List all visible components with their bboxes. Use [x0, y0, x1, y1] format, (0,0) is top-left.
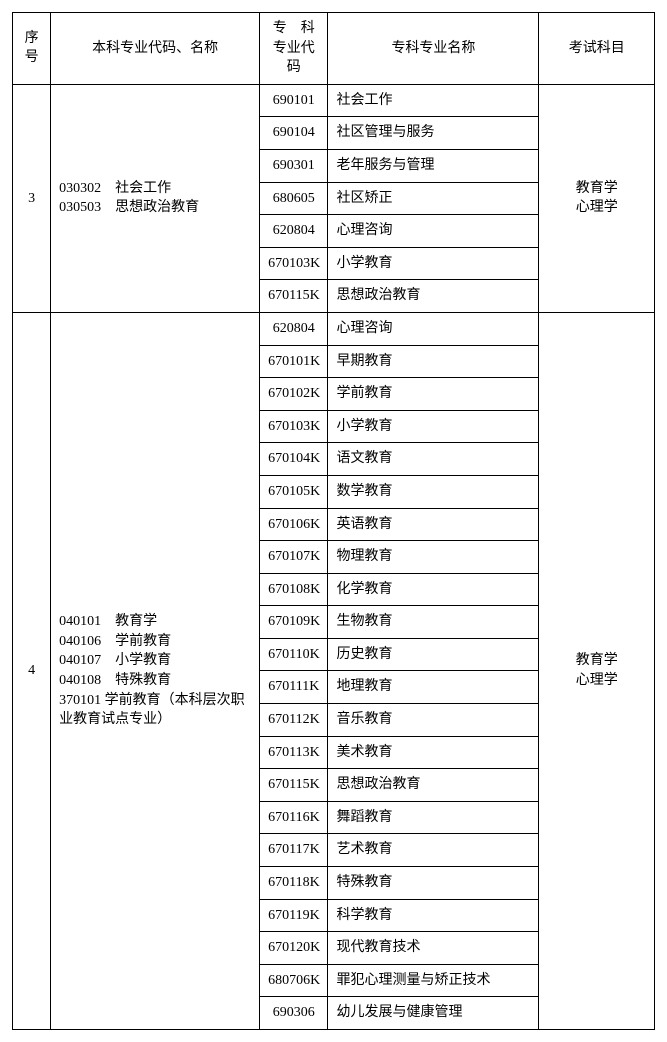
zk-name-cell: 现代教育技术: [328, 932, 539, 965]
zk-name-cell: 英语教育: [328, 508, 539, 541]
col-seq: 序号: [13, 13, 51, 85]
zk-name-cell: 社区管理与服务: [328, 117, 539, 150]
zk-name-cell: 早期教育: [328, 345, 539, 378]
zk-name-cell: 小学教育: [328, 410, 539, 443]
zk-name-cell: 化学教育: [328, 573, 539, 606]
zk-name-cell: 语文教育: [328, 443, 539, 476]
table-header: 序号 本科专业代码、名称 专 科 专业代码 专科专业名称 考试科目: [13, 13, 655, 85]
zk-code-cell: 680706K: [260, 964, 328, 997]
zk-name-cell: 思想政治教育: [328, 280, 539, 313]
zk-code-cell: 670116K: [260, 801, 328, 834]
seq-cell: 4: [13, 312, 51, 1029]
zk-name-cell: 音乐教育: [328, 704, 539, 737]
zk-name-cell: 社会工作: [328, 84, 539, 117]
zk-name-cell: 物理教育: [328, 541, 539, 574]
col-bk: 本科专业代码、名称: [51, 13, 260, 85]
bk-line: 040101 教育学: [59, 612, 251, 632]
zk-name-cell: 小学教育: [328, 247, 539, 280]
bk-cell: 030302 社会工作030503 思想政治教育: [51, 84, 260, 312]
zk-name-cell: 学前教育: [328, 378, 539, 411]
zk-name-cell: 心理咨询: [328, 215, 539, 248]
zk-name-cell: 科学教育: [328, 899, 539, 932]
zk-code-cell: 670117K: [260, 834, 328, 867]
bk-line: 030503 思想政治教育: [59, 198, 251, 218]
zk-code-cell: 620804: [260, 312, 328, 345]
col-exam: 考试科目: [539, 13, 655, 85]
zk-code-cell: 670119K: [260, 899, 328, 932]
zk-name-cell: 社区矫正: [328, 182, 539, 215]
zk-name-cell: 特殊教育: [328, 867, 539, 900]
zk-code-cell: 670106K: [260, 508, 328, 541]
zk-name-cell: 美术教育: [328, 736, 539, 769]
zk-code-cell: 620804: [260, 215, 328, 248]
zk-code-cell: 690104: [260, 117, 328, 150]
zk-code-cell: 670113K: [260, 736, 328, 769]
zk-code-cell: 690101: [260, 84, 328, 117]
zk-name-cell: 罪犯心理测量与矫正技术: [328, 964, 539, 997]
bk-line: 040106 学前教育: [59, 632, 251, 652]
zk-name-cell: 生物教育: [328, 606, 539, 639]
table-body: 3030302 社会工作030503 思想政治教育690101社会工作教育学 心…: [13, 84, 655, 1029]
col-zk-code: 专 科 专业代码: [260, 13, 328, 85]
zk-name-cell: 心理咨询: [328, 312, 539, 345]
zk-code-cell: 670104K: [260, 443, 328, 476]
zk-name-cell: 艺术教育: [328, 834, 539, 867]
zk-code-cell: 670118K: [260, 867, 328, 900]
zk-code-cell: 670103K: [260, 247, 328, 280]
zk-name-cell: 思想政治教育: [328, 769, 539, 802]
bk-line: 030302 社会工作: [59, 179, 251, 199]
zk-name-cell: 历史教育: [328, 638, 539, 671]
zk-code-cell: 670115K: [260, 769, 328, 802]
table-row: 3030302 社会工作030503 思想政治教育690101社会工作教育学 心…: [13, 84, 655, 117]
bk-line: 040107 小学教育: [59, 651, 251, 671]
zk-code-cell: 670112K: [260, 704, 328, 737]
zk-name-cell: 老年服务与管理: [328, 149, 539, 182]
zk-code-cell: 670101K: [260, 345, 328, 378]
zk-code-cell: 670108K: [260, 573, 328, 606]
zk-code-cell: 680605: [260, 182, 328, 215]
bk-cell: 040101 教育学040106 学前教育040107 小学教育040108 特…: [51, 312, 260, 1029]
zk-code-cell: 670111K: [260, 671, 328, 704]
zk-code-cell: 690306: [260, 997, 328, 1030]
zk-name-cell: 地理教育: [328, 671, 539, 704]
seq-cell: 3: [13, 84, 51, 312]
zk-code-cell: 670110K: [260, 638, 328, 671]
zk-name-cell: 数学教育: [328, 475, 539, 508]
zk-code-cell: 670105K: [260, 475, 328, 508]
table-row: 4040101 教育学040106 学前教育040107 小学教育040108 …: [13, 312, 655, 345]
majors-table: 序号 本科专业代码、名称 专 科 专业代码 专科专业名称 考试科目 303030…: [12, 12, 655, 1030]
zk-code-cell: 670103K: [260, 410, 328, 443]
exam-cell: 教育学 心理学: [539, 312, 655, 1029]
zk-name-cell: 幼儿发展与健康管理: [328, 997, 539, 1030]
zk-name-cell: 舞蹈教育: [328, 801, 539, 834]
zk-code-cell: 690301: [260, 149, 328, 182]
zk-code-cell: 670109K: [260, 606, 328, 639]
zk-code-cell: 670115K: [260, 280, 328, 313]
zk-code-cell: 670107K: [260, 541, 328, 574]
zk-code-cell: 670120K: [260, 932, 328, 965]
zk-code-cell: 670102K: [260, 378, 328, 411]
exam-cell: 教育学 心理学: [539, 84, 655, 312]
bk-line: 040108 特殊教育: [59, 671, 251, 691]
col-zk-name: 专科专业名称: [328, 13, 539, 85]
bk-line: 370101 学前教育（本科层次职业教育试点专业）: [59, 691, 251, 730]
